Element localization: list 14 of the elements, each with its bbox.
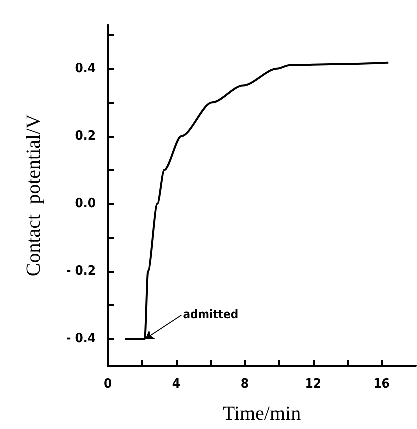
x-tick-label: 16 [374, 377, 390, 392]
y-tick-label: 0.2 [75, 128, 96, 144]
x-tick-label: 8 [240, 377, 249, 392]
line-series [124, 62, 390, 340]
y-tick-label: 0.0 [75, 196, 96, 212]
annotation: admitted [183, 307, 239, 322]
y-axis-title: Contact potential/V [23, 114, 45, 277]
y-tick-label: - 0.4 [66, 331, 96, 346]
x-tick-label: 4 [172, 377, 181, 392]
y-tick-label: - 0.2 [66, 264, 96, 279]
x-tick-label: 0 [104, 377, 112, 392]
x-tick-label: 12 [305, 377, 322, 392]
y-tick-label: 0.4 [75, 61, 96, 76]
x-axis-title: Time/min [222, 403, 302, 425]
